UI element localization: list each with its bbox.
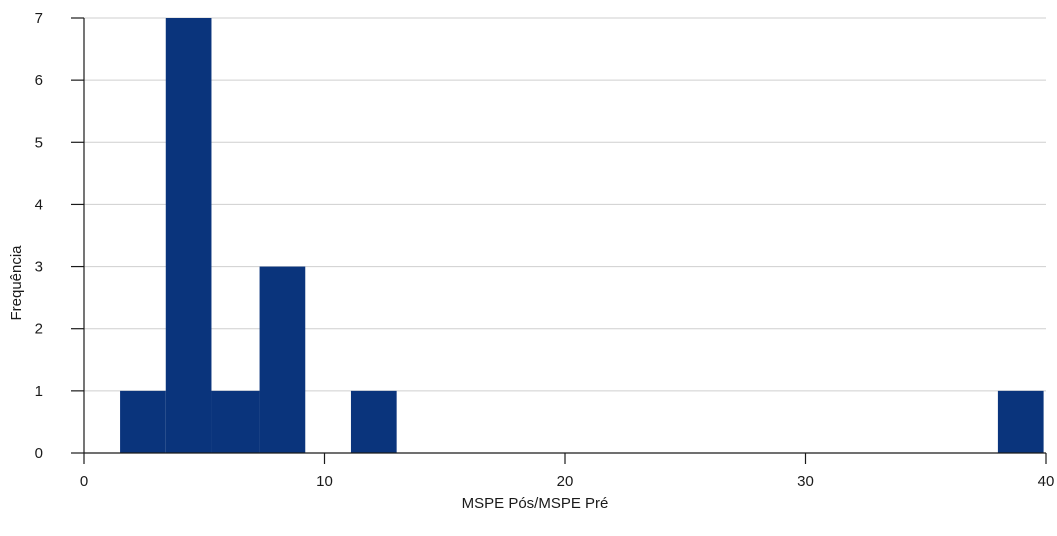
x-tick-label-10: 10: [316, 473, 333, 490]
bars: [120, 18, 1044, 453]
x-tick-label-0: 0: [80, 473, 88, 490]
y-tick-label-4: 4: [35, 196, 43, 213]
bar-5: [997, 390, 1044, 453]
y-axis-title: Frequência: [8, 245, 25, 321]
x-tick-label-20: 20: [557, 473, 574, 490]
x-ticks: 0 10 20 30 40: [80, 453, 1055, 490]
y-tick-label-1: 1: [35, 383, 43, 400]
bar-1: [165, 18, 212, 453]
bar-4: [350, 390, 397, 453]
y-tick-label-7: 7: [35, 10, 43, 27]
bar-3: [259, 266, 306, 453]
y-tick-label-6: 6: [35, 72, 43, 89]
y-tick-label-2: 2: [35, 321, 43, 338]
x-tick-label-40: 40: [1038, 473, 1055, 490]
bar-2: [211, 390, 260, 453]
gridlines: [84, 17, 1046, 392]
y-tick-label-0: 0: [35, 445, 43, 462]
y-tick-label-3: 3: [35, 259, 43, 276]
x-axis-title: MSPE Pós/MSPE Pré: [462, 495, 609, 512]
y-ticks: 0 1 2 3 4 5 6 7: [35, 10, 84, 462]
y-tick-label-5: 5: [35, 134, 43, 151]
axes: [83, 18, 1046, 454]
bar-0: [120, 390, 166, 453]
x-tick-label-30: 30: [797, 473, 814, 490]
